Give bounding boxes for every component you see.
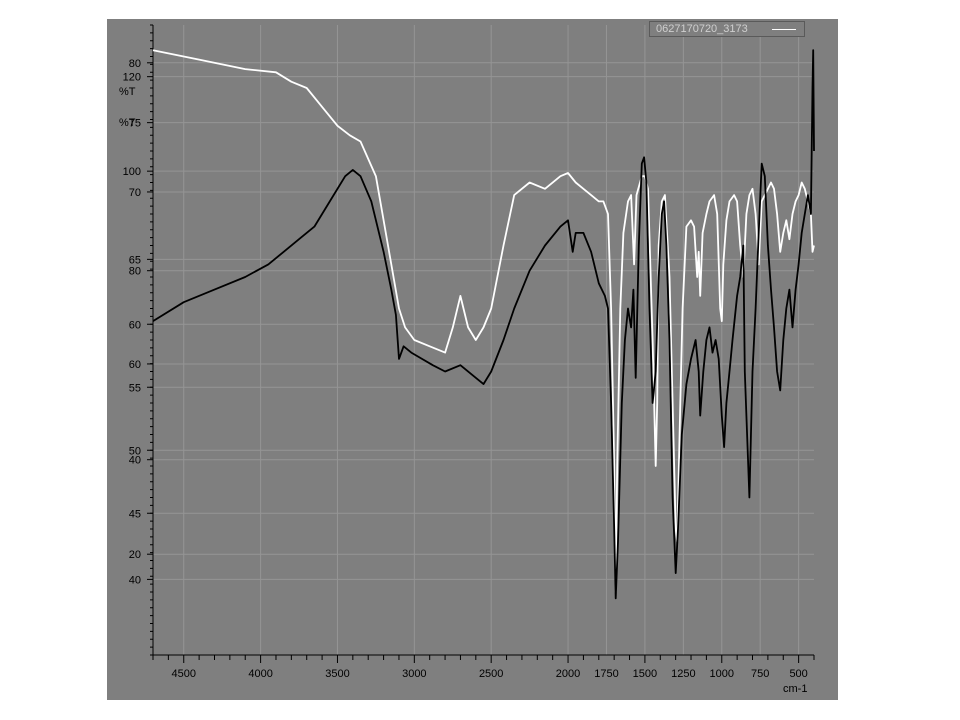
y-axis-label-secondary: %T: [119, 117, 136, 129]
legend-entry-label: 0627170720_3173: [656, 23, 748, 35]
y-tick-label: 40: [129, 574, 141, 586]
y-axis-label: %T: [119, 86, 136, 98]
spectrum-panel: 4500 4000 3500 3000 2500 2000 1750 1500 1250 1000…: [107, 19, 838, 700]
x-tick-label: 1250: [671, 668, 695, 680]
y-tick-label: 80: [129, 58, 141, 70]
y-tick-label: 65: [129, 254, 141, 266]
x-tick-label: 1000: [710, 668, 734, 680]
axis-layer: 4500 4000 3500 3000 2500 2000 1750 1500 1250 1000…: [123, 25, 814, 680]
x-tick-label: 2000: [556, 668, 580, 680]
x-tick-label: 500: [789, 668, 807, 680]
y-tick-label: 60: [129, 359, 141, 371]
y-tick-label: 100: [123, 166, 141, 178]
y-tick-label: 80: [129, 266, 141, 278]
y-tick-label: 45: [129, 508, 141, 520]
y-tick-label: 70: [129, 187, 141, 199]
x-tick-label: 750: [751, 668, 769, 680]
x-tick-label: 4500: [172, 668, 196, 680]
y-tick-label: 40: [129, 455, 141, 467]
x-tick-label: 4000: [248, 668, 272, 680]
ir-spectrum-chart: 4500 4000 3500 3000 2500 2000 1750 1500 1250 1000…: [107, 19, 838, 700]
y-tick-label: 20: [129, 549, 141, 561]
x-tick-label: 3000: [402, 668, 426, 680]
series-line-white: [153, 50, 814, 592]
x-tick-label: 1750: [594, 668, 618, 680]
x-axis-unit-label: cm-1: [783, 683, 807, 695]
x-tick-label: 1500: [633, 668, 657, 680]
y-tick-label: 120: [123, 72, 141, 84]
x-tick-label: 2500: [479, 668, 503, 680]
y-tick-label: 55: [129, 382, 141, 394]
x-tick-label: 3500: [325, 668, 349, 680]
legend-swatch-white: [772, 29, 796, 30]
chart-legend: 0627170720_3173: [649, 21, 805, 37]
y-tick-label: 60: [129, 319, 141, 331]
